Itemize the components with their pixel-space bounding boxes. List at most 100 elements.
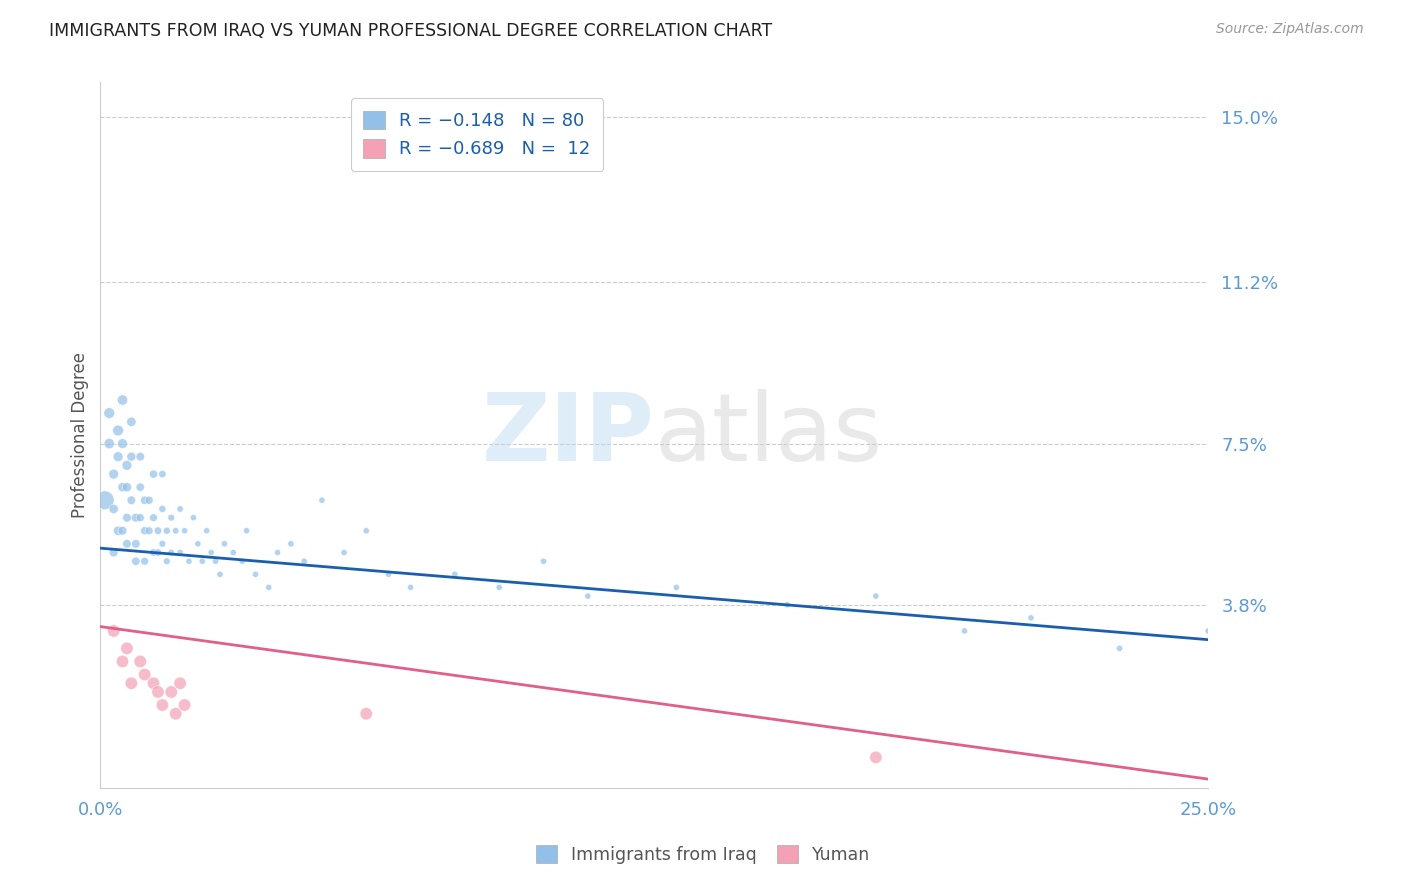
Point: [103, 624, 125, 638]
Point: [115, 458, 138, 473]
Point: [142, 510, 165, 524]
Point: [146, 685, 169, 699]
Point: [129, 450, 152, 464]
Point: [111, 480, 134, 494]
Point: [195, 524, 218, 538]
Point: [354, 524, 377, 538]
Text: ZIP: ZIP: [481, 389, 654, 481]
Point: [94, 493, 117, 508]
Point: [103, 545, 125, 559]
Point: [98, 406, 121, 420]
Point: [115, 537, 138, 551]
Text: IMMIGRANTS FROM IRAQ VS YUMAN PROFESSIONAL DEGREE CORRELATION CHART: IMMIGRANTS FROM IRAQ VS YUMAN PROFESSION…: [49, 22, 772, 40]
Point: [111, 524, 134, 538]
Point: [214, 537, 236, 551]
Point: [115, 641, 138, 656]
Point: [173, 524, 195, 538]
Point: [125, 537, 148, 551]
Point: [488, 580, 510, 594]
Point: [146, 524, 169, 538]
Text: Source: ZipAtlas.com: Source: ZipAtlas.com: [1216, 22, 1364, 37]
Point: [169, 676, 191, 690]
Point: [134, 667, 156, 681]
Point: [142, 545, 165, 559]
Point: [142, 676, 165, 690]
Point: [266, 545, 288, 559]
Point: [165, 524, 187, 538]
Point: [111, 392, 134, 407]
Point: [160, 510, 183, 524]
Point: [311, 493, 333, 508]
Point: [208, 567, 231, 582]
Point: [107, 450, 129, 464]
Point: [377, 567, 399, 582]
Point: [150, 698, 173, 712]
Point: [120, 676, 142, 690]
Point: [103, 467, 125, 481]
Point: [204, 554, 226, 568]
Point: [107, 524, 129, 538]
Text: atlas: atlas: [654, 389, 883, 481]
Point: [146, 545, 169, 559]
Point: [1019, 611, 1042, 625]
Point: [173, 698, 195, 712]
Point: [156, 524, 179, 538]
Point: [125, 510, 148, 524]
Point: [200, 545, 222, 559]
Point: [150, 467, 173, 481]
Point: [444, 567, 467, 582]
Point: [333, 545, 356, 559]
Point: [354, 706, 377, 721]
Point: [292, 554, 315, 568]
Point: [115, 510, 138, 524]
Point: [177, 554, 200, 568]
Point: [134, 554, 156, 568]
Point: [1108, 641, 1130, 656]
Y-axis label: Professional Degree: Professional Degree: [72, 351, 89, 518]
Point: [129, 655, 152, 669]
Point: [134, 493, 156, 508]
Point: [183, 510, 205, 524]
Point: [191, 554, 214, 568]
Point: [111, 655, 134, 669]
Point: [187, 537, 209, 551]
Point: [222, 545, 245, 559]
Point: [160, 545, 183, 559]
Point: [134, 524, 156, 538]
Point: [120, 450, 142, 464]
Point: [257, 580, 280, 594]
Point: [245, 567, 267, 582]
Point: [235, 524, 257, 538]
Point: [160, 685, 183, 699]
Point: [169, 502, 191, 516]
Point: [169, 545, 191, 559]
Point: [665, 580, 688, 594]
Point: [107, 424, 129, 438]
Point: [125, 554, 148, 568]
Point: [865, 750, 887, 764]
Point: [776, 598, 799, 612]
Point: [533, 554, 555, 568]
Point: [231, 554, 253, 568]
Point: [103, 502, 125, 516]
Point: [138, 493, 160, 508]
Legend: R = −0.148   N = 80, R = −0.689   N =  12: R = −0.148 N = 80, R = −0.689 N = 12: [350, 98, 603, 171]
Point: [399, 580, 422, 594]
Point: [865, 589, 887, 603]
Point: [165, 706, 187, 721]
Point: [129, 480, 152, 494]
Point: [150, 537, 173, 551]
Point: [1197, 624, 1219, 638]
Point: [150, 502, 173, 516]
Point: [576, 589, 599, 603]
Point: [120, 415, 142, 429]
Point: [280, 537, 302, 551]
Point: [120, 493, 142, 508]
Legend: Immigrants from Iraq, Yuman: Immigrants from Iraq, Yuman: [527, 837, 879, 872]
Point: [115, 480, 138, 494]
Point: [142, 467, 165, 481]
Point: [953, 624, 976, 638]
Point: [98, 436, 121, 450]
Point: [138, 524, 160, 538]
Point: [111, 436, 134, 450]
